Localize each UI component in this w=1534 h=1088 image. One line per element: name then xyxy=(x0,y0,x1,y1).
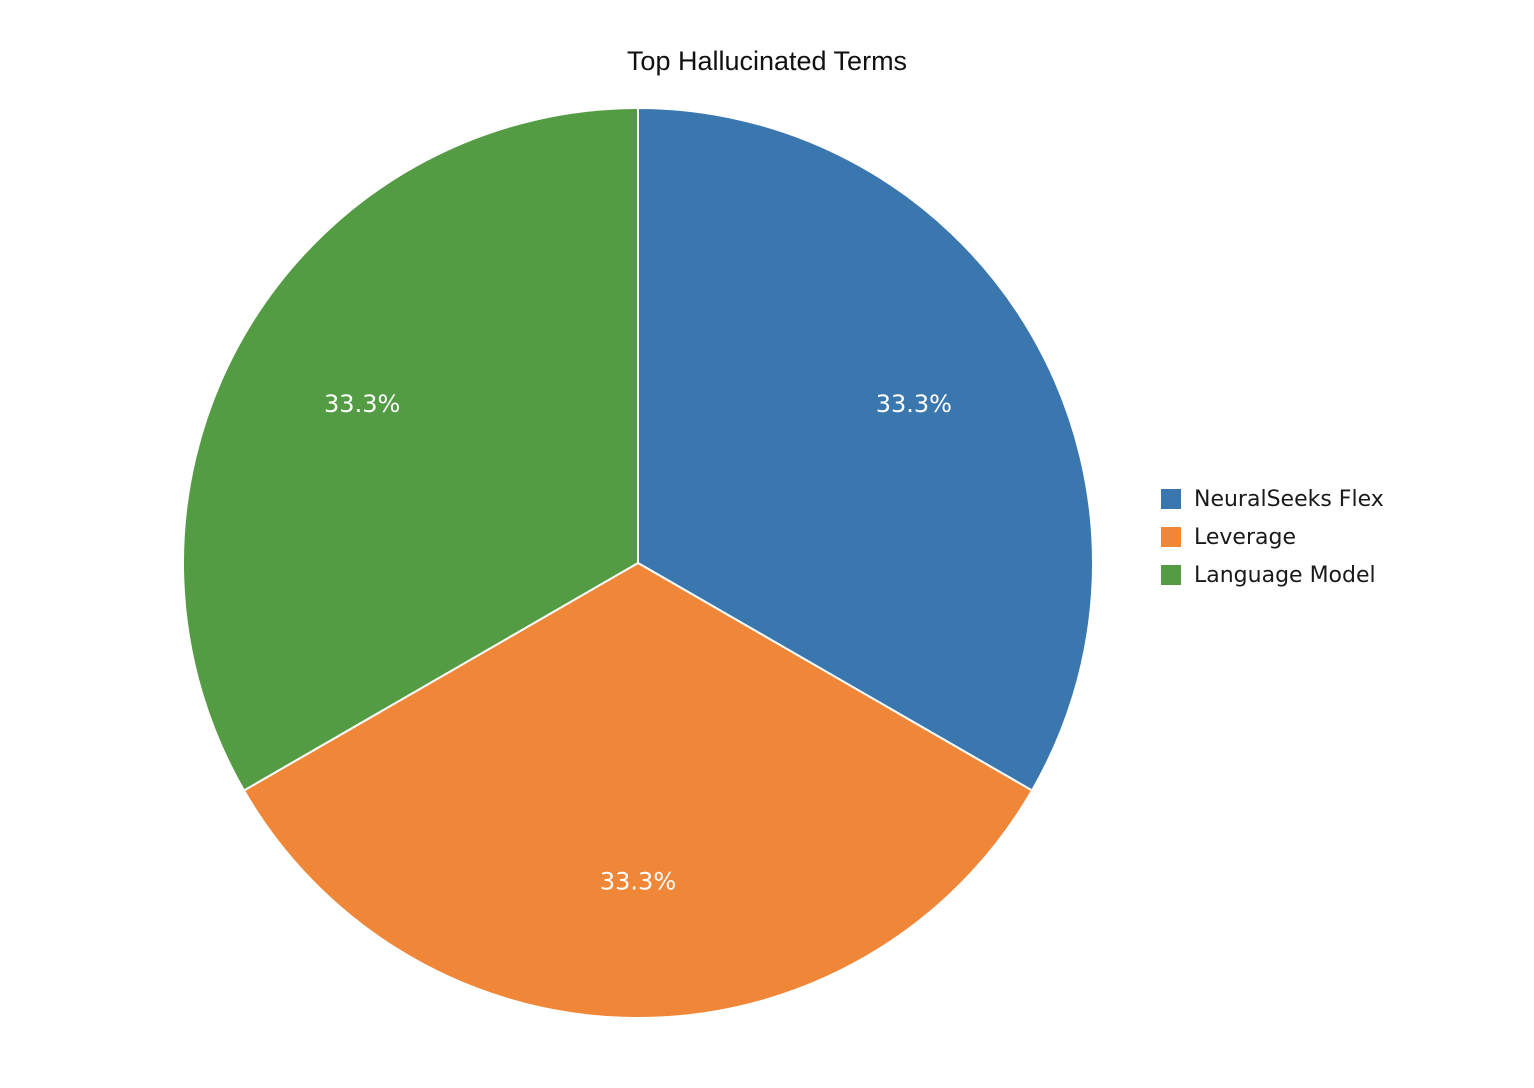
legend-item[interactable]: Language Model xyxy=(1161,556,1384,594)
pie-slice[interactable] xyxy=(637,106,1094,792)
legend: NeuralSeeks Flex Leverage Language Model xyxy=(1161,480,1384,594)
legend-swatch xyxy=(1161,489,1181,509)
legend-label: Language Model xyxy=(1194,562,1376,588)
legend-label: Leverage xyxy=(1194,524,1296,550)
legend-swatch xyxy=(1161,527,1181,547)
slice-percent-label: 33.3% xyxy=(324,390,400,418)
pie-slice[interactable] xyxy=(242,561,1034,1019)
legend-swatch xyxy=(1161,565,1181,585)
slice-percent-label: 33.3% xyxy=(876,390,952,418)
legend-label: NeuralSeeks Flex xyxy=(1194,486,1384,512)
slice-percent-label: 33.3% xyxy=(600,868,676,896)
chart-title: Top Hallucinated Terms xyxy=(626,46,908,76)
legend-item[interactable]: NeuralSeeks Flex xyxy=(1161,480,1384,518)
legend-item[interactable]: Leverage xyxy=(1161,518,1384,556)
pie-slice[interactable] xyxy=(182,106,639,792)
